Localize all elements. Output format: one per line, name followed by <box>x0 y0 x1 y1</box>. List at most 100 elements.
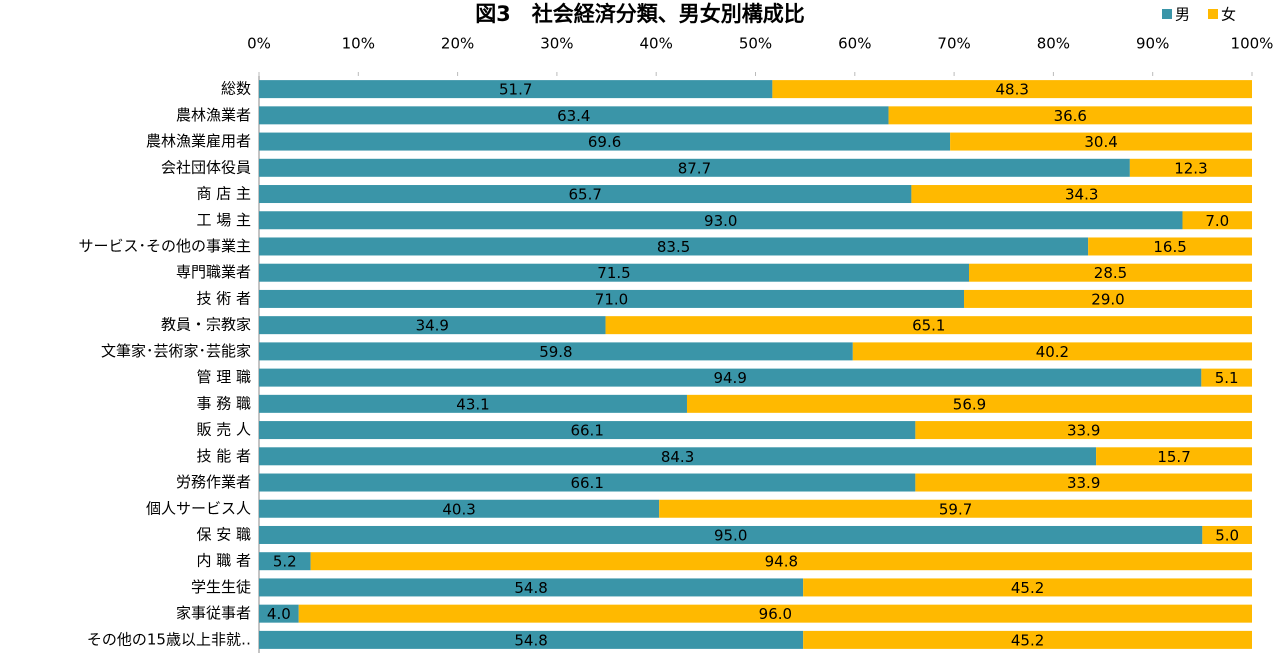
bar-segment <box>259 394 687 413</box>
y-tick-label: 労務作業者 <box>176 473 251 491</box>
data-label: 65.1 <box>912 317 945 335</box>
bar-segment <box>915 473 1252 492</box>
bar-segment <box>259 185 912 204</box>
data-label: 69.6 <box>588 133 621 151</box>
data-label: 40.3 <box>442 500 475 518</box>
data-label: 63.4 <box>557 107 590 125</box>
data-label: 33.9 <box>1067 422 1100 440</box>
legend-swatch <box>1162 9 1172 19</box>
bar-segment <box>259 578 804 597</box>
y-tick-label: 販 売 人 <box>196 421 251 439</box>
data-label: 7.0 <box>1205 212 1229 230</box>
bar-segment <box>964 289 1252 308</box>
y-tick-label: 技 能 者 <box>196 447 251 465</box>
bar-segment <box>950 132 1252 151</box>
data-label: 59.8 <box>539 343 572 361</box>
bar-segment <box>1182 211 1252 230</box>
y-tick-label: 専門職業者 <box>176 263 251 281</box>
bar-segment <box>310 552 1252 571</box>
bar-segment <box>259 80 773 99</box>
bar-segment <box>686 394 1252 413</box>
data-label: 28.5 <box>1094 264 1127 282</box>
y-tick-label: 会社団体役員 <box>161 158 251 176</box>
bar-segment <box>259 263 969 282</box>
bar-segment <box>259 158 1130 177</box>
data-label: 66.1 <box>570 474 603 492</box>
data-label: 36.6 <box>1054 107 1087 125</box>
data-label: 5.1 <box>1215 369 1239 387</box>
data-label: 4.0 <box>267 605 291 623</box>
y-tick-label: 家事従事者 <box>176 604 251 622</box>
bar-segment <box>259 447 1097 466</box>
data-label: 12.3 <box>1174 159 1207 177</box>
bar-segment <box>888 106 1252 125</box>
y-tick-label: 内 職 者 <box>196 552 251 570</box>
bar-segment <box>803 630 1252 649</box>
y-tick-label: 商 店 主 <box>196 185 251 203</box>
bar-segment <box>259 342 853 361</box>
data-label: 45.2 <box>1011 579 1044 597</box>
bar-segment <box>915 421 1252 440</box>
data-label: 96.0 <box>759 605 792 623</box>
y-tick-label: サービス･その他の事業主 <box>78 237 251 255</box>
data-label: 71.5 <box>597 264 630 282</box>
chart-title: 図3 社会経済分類、男女別構成比 <box>475 2 805 26</box>
data-label: 48.3 <box>995 81 1028 99</box>
bar-segment <box>259 368 1202 387</box>
data-label: 56.9 <box>953 395 986 413</box>
y-tick-label: その他の15歳以上非就‥ <box>87 630 251 648</box>
bar-segment <box>259 604 299 623</box>
data-label: 16.5 <box>1153 238 1186 256</box>
data-label: 54.8 <box>514 579 547 597</box>
data-label: 30.4 <box>1084 133 1117 151</box>
data-label: 51.7 <box>499 81 532 99</box>
bar-segment <box>259 106 889 125</box>
bar-segment <box>911 185 1252 204</box>
bar-segment <box>259 473 916 492</box>
bar-segment <box>968 263 1252 282</box>
bar-segment <box>259 421 916 440</box>
bar-segment <box>259 316 606 335</box>
bar-segment <box>772 80 1252 99</box>
data-label: 45.2 <box>1011 631 1044 649</box>
data-label: 34.3 <box>1065 186 1098 204</box>
x-tick-label: 50% <box>739 35 772 53</box>
y-tick-label: 総数 <box>221 80 251 98</box>
bar-segment <box>803 578 1252 597</box>
data-label: 34.9 <box>416 317 449 335</box>
bar-segment <box>1088 237 1252 256</box>
data-label: 5.0 <box>1215 526 1239 544</box>
x-tick-label: 80% <box>1037 35 1070 53</box>
bar-segment <box>259 211 1183 230</box>
data-label: 33.9 <box>1067 474 1100 492</box>
bar-segment <box>298 604 1253 623</box>
x-tick-label: 90% <box>1136 35 1169 53</box>
y-tick-label: 事 務 職 <box>196 394 251 412</box>
y-tick-label: 技 術 者 <box>196 289 251 307</box>
bar-segment <box>605 316 1252 335</box>
bar-segment <box>259 552 311 571</box>
legend-label: 男 <box>1175 6 1190 24</box>
data-label: 15.7 <box>1157 448 1190 466</box>
data-label: 40.2 <box>1036 343 1069 361</box>
y-tick-label: 文筆家･芸術家･芸能家 <box>101 342 251 360</box>
bar-segment <box>1201 368 1252 387</box>
bar-segment <box>259 499 660 518</box>
y-tick-label: 工 場 主 <box>196 211 251 229</box>
bar-segment <box>852 342 1252 361</box>
y-tick-label: 農林漁業雇用者 <box>146 132 251 150</box>
bar-segment <box>1096 447 1252 466</box>
data-label: 94.8 <box>765 553 798 571</box>
legend-label: 女 <box>1221 6 1236 24</box>
y-tick-label: 保 安 職 <box>196 525 251 543</box>
x-tick-label: 70% <box>937 35 970 53</box>
bar-segment <box>259 132 951 151</box>
data-label: 84.3 <box>661 448 694 466</box>
y-tick-label: 個人サービス人 <box>146 499 251 517</box>
data-label: 87.7 <box>678 159 711 177</box>
bar-segment <box>659 499 1252 518</box>
legend-swatch <box>1208 9 1218 19</box>
data-label: 59.7 <box>939 500 972 518</box>
data-label: 66.1 <box>570 422 603 440</box>
